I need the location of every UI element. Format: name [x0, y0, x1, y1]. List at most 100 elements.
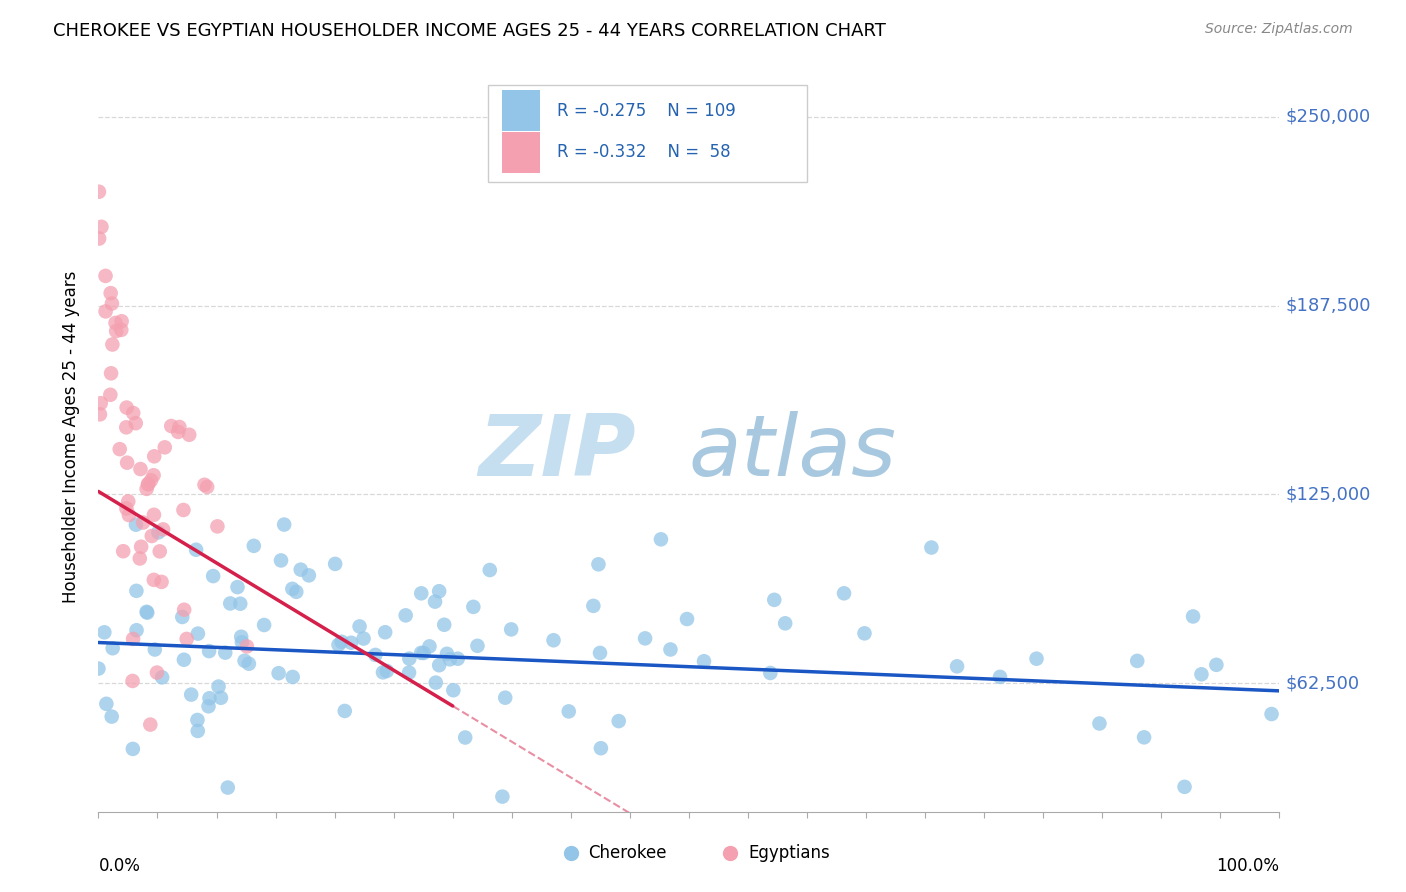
Cherokee: [273, 517, 295, 532]
Cherokee: [198, 644, 221, 658]
Cherokee: [412, 646, 434, 660]
Cherokee: [364, 648, 387, 662]
Cherokee: [582, 599, 605, 613]
Egyptians: [112, 544, 135, 558]
Text: Egyptians: Egyptians: [748, 844, 830, 862]
Egyptians: [142, 573, 165, 587]
Egyptians: [115, 501, 138, 516]
Cherokee: [759, 665, 782, 680]
Cherokee: [143, 642, 166, 657]
Egyptians: [115, 420, 138, 434]
Cherokee: [328, 638, 350, 652]
Cherokee: [411, 646, 433, 660]
Text: $187,500: $187,500: [1285, 297, 1371, 315]
Cherokee: [180, 688, 202, 702]
Egyptians: [110, 323, 132, 337]
Point: [560, 865, 582, 880]
Egyptians: [100, 286, 122, 301]
Cherokee: [1182, 609, 1205, 624]
Cherokee: [96, 697, 118, 711]
Cherokee: [439, 652, 461, 666]
Egyptians: [136, 477, 159, 491]
Egyptians: [90, 396, 112, 410]
Cherokee: [290, 563, 312, 577]
Egyptians: [135, 482, 157, 496]
Egyptians: [143, 450, 166, 464]
Cherokee: [853, 626, 876, 640]
Cherokee: [1260, 706, 1282, 721]
Cherokee: [125, 624, 148, 638]
Cherokee: [1126, 654, 1149, 668]
Y-axis label: Householder Income Ages 25 - 44 years: Householder Income Ages 25 - 44 years: [62, 271, 80, 603]
Cherokee: [135, 605, 157, 619]
Cherokee: [253, 618, 276, 632]
Text: Cherokee: Cherokee: [589, 844, 666, 862]
Cherokee: [87, 662, 110, 676]
Text: $125,000: $125,000: [1285, 485, 1371, 503]
Egyptians: [193, 477, 215, 491]
Cherokee: [136, 606, 159, 620]
Cherokee: [463, 599, 485, 614]
Cherokee: [607, 714, 630, 728]
Cherokee: [467, 639, 489, 653]
Text: $250,000: $250,000: [1285, 108, 1371, 126]
Egyptians: [87, 185, 110, 199]
Cherokee: [374, 625, 396, 640]
Cherokee: [634, 632, 657, 646]
Cherokee: [1205, 657, 1227, 672]
Cherokee: [209, 690, 232, 705]
Cherokee: [198, 691, 221, 706]
Egyptians: [118, 508, 141, 522]
Cherokee: [427, 584, 450, 599]
Cherokee: [494, 690, 516, 705]
Egyptians: [179, 427, 201, 442]
Cherokee: [558, 705, 581, 719]
Egyptians: [139, 717, 162, 731]
Cherokee: [125, 517, 148, 532]
Egyptians: [195, 480, 218, 494]
Cherokee: [202, 569, 225, 583]
Egyptians: [117, 494, 139, 508]
Egyptians: [173, 603, 195, 617]
Egyptians: [115, 401, 138, 415]
Cherokee: [1088, 716, 1111, 731]
Cherokee: [219, 597, 242, 611]
Cherokee: [207, 680, 229, 694]
Cherokee: [330, 634, 353, 648]
Text: R = -0.332    N =  58: R = -0.332 N = 58: [557, 144, 730, 161]
Cherokee: [323, 557, 346, 571]
Point: [718, 865, 741, 880]
Cherokee: [920, 541, 942, 555]
Cherokee: [217, 780, 239, 795]
Cherokee: [1133, 731, 1156, 745]
Cherokee: [281, 670, 304, 684]
Egyptians: [104, 316, 127, 330]
Text: CHEROKEE VS EGYPTIAN HOUSEHOLDER INCOME AGES 25 - 44 YEARS CORRELATION CHART: CHEROKEE VS EGYPTIAN HOUSEHOLDER INCOME …: [53, 22, 886, 40]
Cherokee: [589, 646, 612, 660]
Cherokee: [285, 584, 308, 599]
Egyptians: [132, 516, 155, 530]
Cherokee: [676, 612, 699, 626]
FancyBboxPatch shape: [502, 90, 540, 131]
Cherokee: [588, 558, 610, 572]
Cherokee: [946, 659, 969, 673]
Cherokee: [340, 636, 363, 650]
Cherokee: [395, 608, 418, 623]
Egyptians: [122, 632, 145, 646]
Cherokee: [173, 653, 195, 667]
Egyptians: [101, 296, 124, 310]
Text: Source: ZipAtlas.com: Source: ZipAtlas.com: [1205, 22, 1353, 37]
Cherokee: [353, 632, 375, 646]
Cherokee: [398, 651, 420, 665]
Cherokee: [172, 610, 194, 624]
Egyptians: [121, 673, 143, 688]
Egyptians: [111, 314, 134, 328]
Cherokee: [650, 533, 672, 547]
Cherokee: [231, 635, 253, 649]
Cherokee: [375, 664, 398, 678]
Cherokee: [333, 704, 356, 718]
Cherokee: [226, 580, 249, 594]
Egyptians: [236, 640, 259, 654]
Cherokee: [100, 709, 122, 723]
Cherokee: [988, 670, 1011, 684]
